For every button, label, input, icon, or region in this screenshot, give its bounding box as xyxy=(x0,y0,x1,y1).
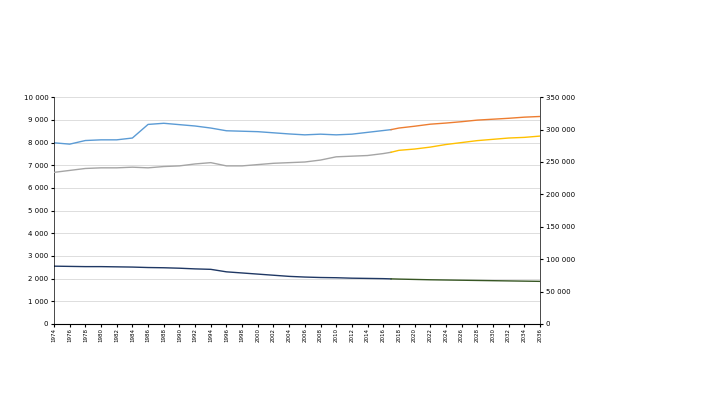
Text: Befolkningsprognos Vännäs kommun, mindre kommuner och
Västerbotten: Befolkningsprognos Vännäs kommun, mindre… xyxy=(11,25,467,55)
Text: Antalet invånare i Vännäs kommun
har ökat i genomsnitt med 0,2%
varje år. År 201: Antalet invånare i Vännäs kommun har öka… xyxy=(568,98,668,301)
